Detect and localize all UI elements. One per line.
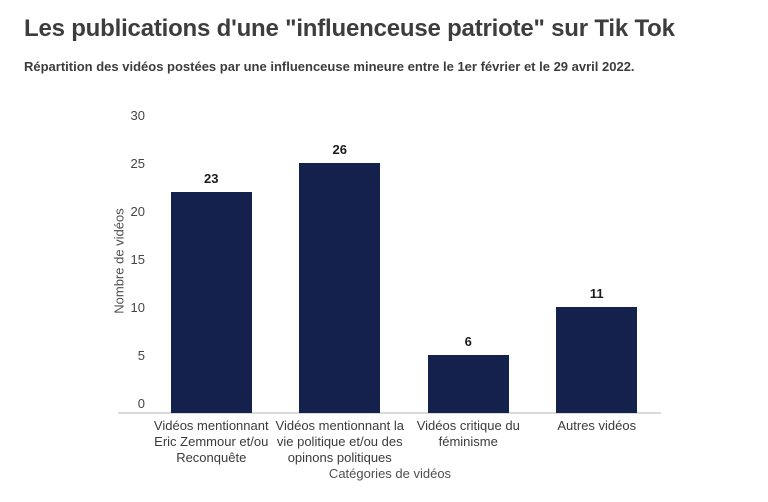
bar[interactable]: [299, 163, 381, 413]
y-axis-title: Nombre de vidéos: [111, 208, 127, 314]
bar[interactable]: [556, 307, 638, 413]
chart-subtitle: Répartition des vidéos postées par une i…: [24, 59, 635, 74]
x-category-label: Autres vidéos: [557, 418, 637, 433]
y-tick-label: 10: [130, 300, 145, 315]
bar-value-label: 11: [589, 286, 604, 302]
x-category-label: Vidéos mentionnant la vie politique et/o…: [275, 418, 404, 465]
chart-title: Les publications d'une "influenceuse pat…: [24, 15, 675, 42]
bar[interactable]: [170, 192, 252, 413]
y-tick-label: 20: [130, 204, 145, 219]
y-tick-label: 0: [137, 396, 145, 411]
y-tick-label: 5: [137, 348, 145, 363]
x-category-label: Vidéos critique du féminisme: [416, 418, 520, 449]
bar[interactable]: [427, 355, 509, 413]
bar-value-label: 6: [464, 334, 472, 350]
bar-value-label: 26: [332, 142, 347, 158]
y-tick-label: 25: [130, 156, 145, 171]
x-category-label: Vidéos mentionnant Eric Zemmour et/ou Re…: [153, 418, 269, 465]
x-axis-title: Catégories de vidéos: [328, 466, 452, 481]
x-axis-line: [118, 412, 661, 414]
y-tick-label: 30: [130, 108, 145, 123]
y-tick-label: 15: [130, 252, 145, 267]
bar-value-label: 23: [204, 171, 219, 187]
